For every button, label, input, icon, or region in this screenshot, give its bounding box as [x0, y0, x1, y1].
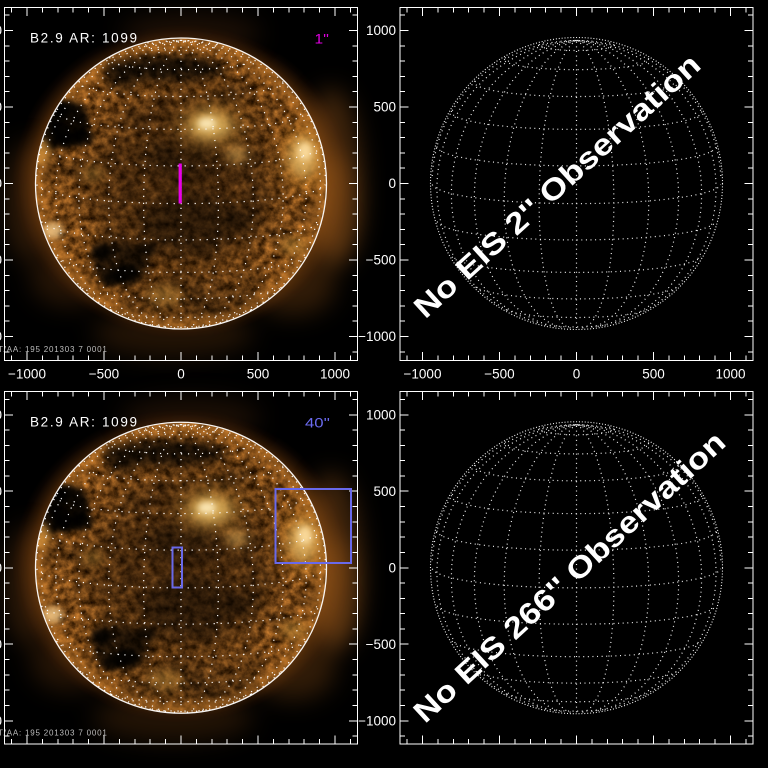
svg-text:−500: −500 — [366, 637, 396, 652]
svg-text:500: 500 — [247, 367, 270, 382]
svg-text:−500: −500 — [0, 637, 2, 652]
svg-text:−500: −500 — [366, 253, 396, 268]
svg-text:0: 0 — [177, 367, 185, 382]
svg-text:0: 0 — [0, 561, 2, 576]
svg-text:−1000: −1000 — [8, 367, 46, 382]
svg-text:1000: 1000 — [0, 23, 2, 38]
svg-text:T/AA: 195 201303 7 0001: T/AA: 195 201303 7 0001 — [0, 729, 108, 738]
svg-text:0: 0 — [388, 176, 396, 191]
svg-text:500: 500 — [0, 484, 2, 499]
svg-text:−500: −500 — [0, 253, 2, 268]
svg-text:500: 500 — [0, 100, 2, 115]
svg-text:1000: 1000 — [715, 367, 745, 382]
svg-text:T/AA: 195 201303 7 0001: T/AA: 195 201303 7 0001 — [0, 345, 108, 354]
svg-text:0: 0 — [0, 176, 2, 191]
svg-text:B2.9 AR: 1099: B2.9 AR: 1099 — [30, 415, 138, 430]
svg-text:1000: 1000 — [366, 407, 396, 422]
svg-text:B2.9 AR: 1099: B2.9 AR: 1099 — [30, 31, 138, 46]
svg-text:0: 0 — [388, 561, 396, 576]
svg-text:500: 500 — [373, 100, 396, 115]
svg-text:−1000: −1000 — [0, 329, 2, 344]
svg-text:−1000: −1000 — [0, 714, 2, 729]
svg-text:0: 0 — [573, 367, 581, 382]
svg-text:1000: 1000 — [320, 367, 350, 382]
svg-text:−1000: −1000 — [358, 714, 396, 729]
svg-text:−1000: −1000 — [404, 367, 442, 382]
svg-text:1000: 1000 — [0, 407, 2, 422]
svg-text:1'': 1'' — [315, 32, 330, 47]
svg-text:−500: −500 — [89, 367, 119, 382]
svg-text:−1000: −1000 — [358, 329, 396, 344]
svg-text:1000: 1000 — [366, 23, 396, 38]
svg-text:500: 500 — [642, 367, 665, 382]
svg-text:−500: −500 — [484, 367, 514, 382]
svg-text:500: 500 — [373, 484, 396, 499]
svg-text:40'': 40'' — [305, 415, 330, 431]
